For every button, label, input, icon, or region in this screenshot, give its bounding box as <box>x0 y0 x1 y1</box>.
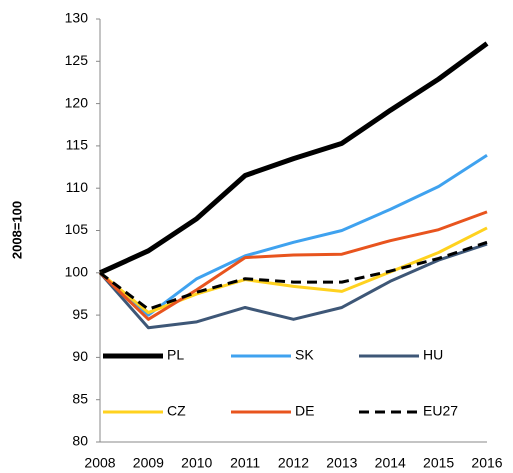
y-tick-label: 85 <box>72 390 88 406</box>
y-tick-label: 80 <box>72 433 88 449</box>
legend-label: PL <box>167 347 184 363</box>
legend-label: SK <box>295 347 314 363</box>
series-line <box>99 240 488 311</box>
x-tick-label: 2014 <box>375 455 406 471</box>
y-tick-label: 110 <box>66 179 89 195</box>
y-tick-label: 115 <box>66 137 89 153</box>
legend-label: HU <box>423 347 443 363</box>
x-tick-label: 2012 <box>278 455 309 471</box>
y-tick-label: 95 <box>72 306 88 322</box>
legend-label: DE <box>295 403 314 419</box>
y-tick-label: 125 <box>65 52 89 68</box>
series-line <box>98 210 488 321</box>
y-tick-label: 90 <box>72 348 88 364</box>
series-line <box>98 41 489 276</box>
legend-label: CZ <box>167 403 186 419</box>
series-line <box>98 242 488 330</box>
y-axis-label: 2008=100 <box>9 201 24 259</box>
x-tick-label: 2013 <box>326 455 357 471</box>
x-tick-label: 2009 <box>133 455 164 471</box>
y-tick-label: 120 <box>65 94 89 110</box>
series-line <box>99 226 488 315</box>
x-tick-label: 2015 <box>423 455 454 471</box>
legend-label: EU27 <box>423 403 458 419</box>
y-tick-label: 130 <box>65 10 89 26</box>
series-line <box>99 153 488 317</box>
x-tick-label: 2010 <box>181 455 212 471</box>
x-tick-label: 2016 <box>471 455 502 471</box>
x-tick-label: 2008 <box>84 455 115 471</box>
x-tick-label: 2011 <box>230 455 260 471</box>
y-tick-label: 105 <box>65 221 89 237</box>
y-tick-label: 100 <box>65 264 89 280</box>
